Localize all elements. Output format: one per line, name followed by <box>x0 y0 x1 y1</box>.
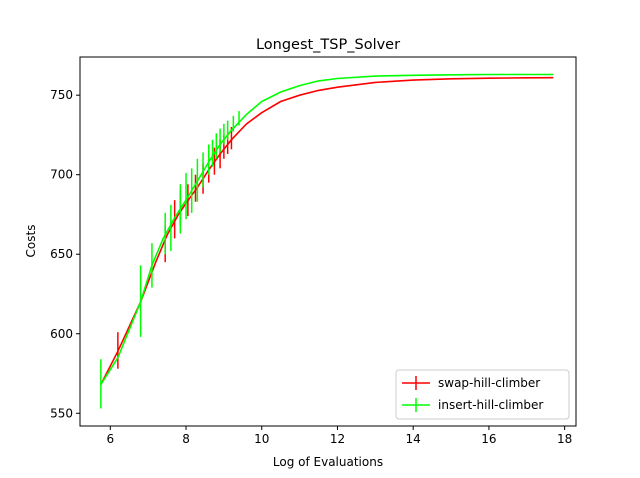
legend-label-swap: swap-hill-climber <box>438 376 540 390</box>
x-tick-label: 6 <box>106 432 114 446</box>
y-tick-label: 650 <box>50 247 73 261</box>
x-tick-label: 10 <box>254 432 269 446</box>
axes-frame <box>79 56 577 427</box>
legend-box <box>395 369 570 420</box>
x-axis-label: Log of Evaluations <box>273 455 383 469</box>
x-tick-label: 16 <box>481 432 496 446</box>
plot-area <box>100 73 554 409</box>
series-line-insert <box>100 73 554 386</box>
x-tick-label: 12 <box>330 432 345 446</box>
y-axis: 550 600 650 700 750 <box>50 88 80 420</box>
legend: swap-hill-climber insert-hill-climber <box>395 369 570 420</box>
series-insert <box>100 73 554 409</box>
x-tick-label: 18 <box>557 432 572 446</box>
y-axis-label: Costs <box>24 225 38 258</box>
y-tick-label: 700 <box>50 168 73 182</box>
y-tick-label: 750 <box>50 88 73 102</box>
chart-title: Longest_TSP_Solver <box>256 37 400 53</box>
y-tick-label: 600 <box>50 327 73 341</box>
x-tick-label: 14 <box>406 432 421 446</box>
y-tick-label: 550 <box>50 406 73 420</box>
x-tick-label: 8 <box>182 432 190 446</box>
x-axis: 6 8 10 12 14 16 18 <box>106 426 572 446</box>
legend-label-insert: insert-hill-climber <box>438 398 543 412</box>
series-line-swap <box>100 76 554 385</box>
